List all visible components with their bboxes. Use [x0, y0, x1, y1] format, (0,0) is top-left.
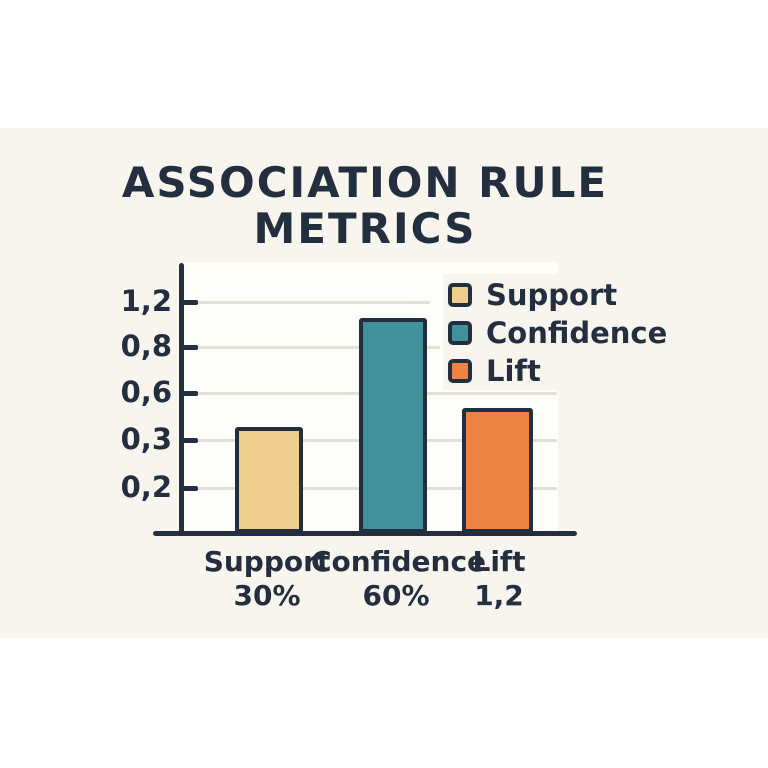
- y-tick-label: 0,2: [120, 470, 172, 504]
- x-label-lift: Lift 1,2: [414, 545, 584, 613]
- y-tick-label: 0,3: [120, 422, 172, 456]
- y-axis-line: [179, 263, 184, 536]
- x-label-category: Confidence: [311, 545, 487, 578]
- bar-lift: [462, 408, 533, 533]
- legend-background: [443, 274, 658, 390]
- y-tick-mark: [181, 345, 198, 350]
- y-tick-mark: [181, 438, 198, 443]
- x-label-support: Support 30%: [182, 545, 352, 613]
- legend-label: Confidence: [486, 316, 668, 350]
- legend-swatch-support: [448, 283, 472, 307]
- y-tick-label: 0,8: [120, 329, 172, 363]
- legend-item-support: Support: [448, 278, 667, 312]
- x-label-confidence: Confidence 60%: [311, 545, 487, 613]
- y-tick-mark: [181, 300, 198, 305]
- x-label-category: Lift: [472, 545, 526, 578]
- bar-support: [235, 427, 303, 533]
- y-tick-mark: [181, 486, 198, 491]
- chart-title-line2: METRICS: [253, 204, 477, 253]
- chart-title-line1: ASSOCIATION RULE: [121, 158, 609, 207]
- x-label-value: 30%: [233, 579, 301, 612]
- y-tick-label: 0,6: [120, 375, 172, 409]
- y-tick-label: 1,2: [120, 284, 172, 318]
- legend-swatch-confidence: [448, 321, 472, 345]
- chart-title: ASSOCIATION RULE METRICS: [60, 160, 670, 252]
- legend-label: Lift: [486, 354, 541, 388]
- gridline: [183, 346, 440, 349]
- bar-confidence: [359, 318, 427, 533]
- x-label-value: 1,2: [474, 579, 524, 612]
- y-tick-mark: [181, 391, 198, 396]
- gridline: [183, 301, 430, 304]
- legend-swatch-lift: [448, 359, 472, 383]
- x-axis-line: [153, 531, 577, 536]
- x-label-category: Support: [203, 545, 331, 578]
- legend-item-confidence: Confidence: [448, 316, 668, 350]
- legend: Support Confidence Lift: [448, 278, 668, 388]
- legend-item-lift: Lift: [448, 354, 667, 388]
- legend-label: Support: [486, 278, 618, 312]
- x-label-value: 60%: [362, 579, 430, 612]
